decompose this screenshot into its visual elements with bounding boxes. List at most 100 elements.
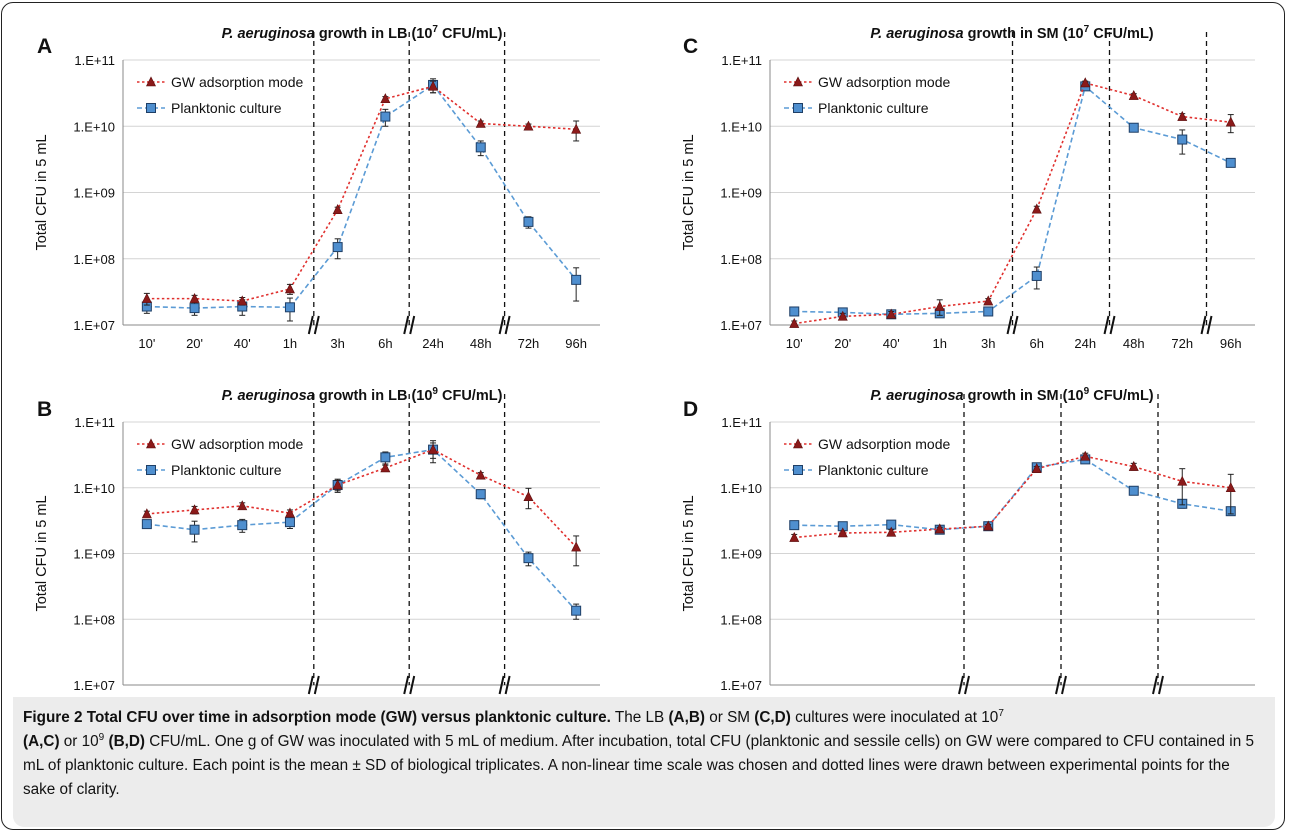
data-point-gw [1080, 450, 1091, 461]
axis-break-mark [1061, 675, 1067, 695]
y-tick-label: 1.E+11 [721, 415, 762, 430]
panel-title-text: growth in SM (10 [964, 388, 1084, 404]
axis-break-mark [964, 675, 970, 695]
y-tick-label: 1.E+07 [720, 678, 762, 693]
data-point-gw [886, 308, 897, 319]
data-point-gw [428, 443, 439, 454]
data-point-gw [1128, 460, 1139, 471]
y-tick-label: 1.E+11 [74, 53, 115, 68]
legend-label: Planktonic culture [171, 462, 282, 478]
axis-break-mark [958, 675, 964, 695]
data-point-gw [571, 541, 582, 552]
series-line-gw [794, 455, 1231, 539]
caption-ref-cd: (C,D) [754, 709, 791, 726]
caption-label: Figure 2 [23, 709, 83, 726]
data-point-planktonic [284, 517, 295, 528]
figure-caption: Figure 2 Total CFU over time in adsorpti… [13, 697, 1275, 827]
x-tick-label: 20' [186, 336, 203, 351]
x-tick-label: 72h [518, 336, 540, 351]
data-point-planktonic [237, 520, 248, 531]
axis-break-mark [307, 315, 314, 335]
panel-title: P. aeruginosa growth in LB (107 CFU/mL) [222, 24, 503, 42]
x-tick-label: 10' [786, 336, 803, 351]
y-tick-label: 1.E+09 [720, 547, 762, 562]
data-point-gw [380, 93, 391, 104]
data-point-planktonic [1031, 270, 1042, 281]
axis-break-mark [1055, 675, 1061, 695]
data-point-gw [789, 531, 800, 542]
data-point-planktonic [332, 242, 343, 253]
data-point-gw [332, 479, 343, 490]
data-point-gw [475, 469, 486, 480]
data-point-planktonic [571, 605, 582, 616]
y-tick-label: 1.E+11 [721, 53, 762, 68]
axis-break-mark [1006, 315, 1013, 335]
axis-break-mark [313, 315, 320, 335]
x-tick-label: 72h [1171, 336, 1193, 351]
axis-break-mark [504, 315, 511, 335]
panel-title-species: P. aeruginosa [222, 388, 315, 404]
data-point-gw [141, 292, 152, 303]
y-tick-label: 1.E+07 [73, 678, 115, 693]
x-tick-label: 24h [1074, 336, 1096, 351]
y-tick-label: 1.E+11 [74, 415, 115, 430]
data-point-gw [1177, 110, 1188, 121]
x-tick-label: 10' [138, 336, 155, 351]
caption-text-5: CFU/mL. One g of GW was inoculated with … [23, 733, 1254, 798]
data-point-gw [523, 491, 534, 502]
axis-break-mark [1012, 315, 1019, 335]
panel-title-sup: 7 [432, 24, 438, 35]
axis-break-mark [1200, 315, 1207, 335]
legend-item-gw: GW adsorption mode [137, 436, 303, 452]
panel-title-unit: CFU/mL) [438, 26, 503, 42]
data-point-gw [983, 295, 994, 306]
data-point-gw [886, 526, 897, 537]
panel-a: 1.E+07 1.E+08 1.E+09 1.E+10 1.E+11 10' 20' 40' 1… [34, 24, 600, 351]
data-point-planktonic [141, 519, 152, 530]
data-point-planktonic [475, 142, 486, 153]
data-point-gw [934, 523, 945, 534]
x-tick-label: 24h [422, 336, 444, 351]
axis-break-mark [1158, 675, 1164, 695]
legend-item-planktonic: Planktonic culture [784, 462, 929, 478]
data-point-gw [1031, 203, 1042, 214]
data-point-gw [237, 500, 248, 511]
data-point-gw [837, 527, 848, 538]
caption-sup-9: 9 [98, 732, 105, 743]
caption-title: Total CFU over time in adsorption mode (… [86, 709, 611, 726]
data-point-gw [189, 504, 200, 515]
legend-label: Planktonic culture [818, 462, 929, 478]
x-tick-label: 40' [234, 336, 251, 351]
data-point-gw [571, 123, 582, 134]
axis-break-mark [409, 675, 416, 695]
y-axis-label: Total CFU in 5 mL [34, 495, 50, 611]
axis-break-mark [307, 675, 314, 695]
panel-letter: D [683, 398, 698, 421]
panel-title-sup: 7 [1084, 24, 1090, 35]
data-point-gw [789, 317, 800, 328]
x-tick-label: 6h [1030, 336, 1044, 351]
data-point-gw [380, 462, 391, 473]
y-tick-label: 1.E+09 [73, 186, 115, 201]
data-point-planktonic [189, 524, 200, 535]
x-tick-label: 6h [378, 336, 392, 351]
panel-title-unit: CFU/mL) [438, 388, 503, 404]
axis-break-mark [504, 675, 511, 695]
data-point-planktonic [789, 520, 800, 531]
caption-text-2: or SM [709, 709, 751, 726]
y-tick-label: 1.E+09 [73, 547, 115, 562]
panel-c: 1.E+07 1.E+08 1.E+09 1.E+10 1.E+11 10' 20' 40' 1… [681, 24, 1255, 351]
axis-break-mark [403, 315, 410, 335]
panel-title-species: P. aeruginosa [870, 26, 963, 42]
x-tick-label: 1h [283, 336, 297, 351]
panel-d: 1.E+071.E+081.E+091.E+101.E+1110'20'40'1… [681, 386, 1255, 700]
panel-letter: A [37, 35, 52, 58]
data-point-planktonic [1225, 157, 1236, 168]
data-point-planktonic [523, 553, 534, 564]
panel-title-unit: CFU/mL) [1089, 388, 1154, 404]
panel-title-text: growth in LB (10 [315, 26, 433, 42]
figure-panels: 1.E+07 1.E+08 1.E+09 1.E+10 1.E+11 10' 20' 40' 1… [34, 24, 1255, 700]
panel-title-species: P. aeruginosa [222, 26, 315, 42]
x-tick-label: 40' [883, 336, 900, 351]
legend-marker [793, 76, 803, 87]
